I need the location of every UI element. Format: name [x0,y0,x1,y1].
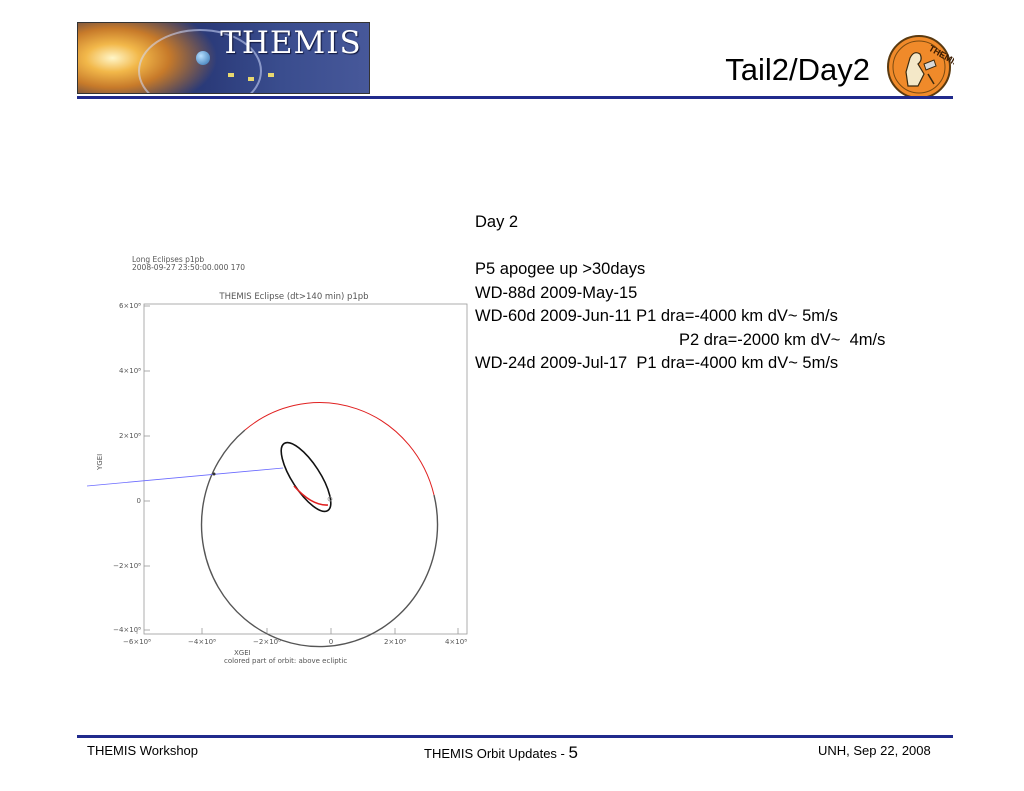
themis-mission-logo: THEMIS [887,35,954,99]
footer-center-text: THEMIS Orbit Updates - [424,746,569,761]
body-line: P2 dra=-2000 km dV~ 4m/s [679,330,886,349]
orbit-marker [327,496,333,502]
y-tick-label: −4×10⁸ [113,626,141,634]
outer-orbit-grey [200,429,439,648]
x-tick-label: 0 [329,638,333,646]
inner-orbit-red [293,485,329,506]
body-line: WD-24d 2009-Jul-17 P1 dra=-4000 km dV~ 5… [475,354,839,372]
page-number: 5 [568,743,578,762]
inner-orbit [280,441,332,513]
y-tick-label: 6×10⁸ [119,302,141,310]
body-line: Day 2 [475,213,519,231]
outer-orbit-red [244,402,435,496]
spacecraft-icon [268,73,274,77]
y-tick-label: 2×10⁸ [119,432,141,440]
footer-rule [77,735,953,738]
figure-title: THEMIS Eclipse (dt>140 min) p1pb [218,292,368,302]
spacecraft-icon [228,73,234,77]
banner-title: THEMIS [220,25,362,61]
x-tick-label: 4×10⁸ [445,638,467,646]
x-tick-label: −2×10⁸ [253,638,281,646]
footer-left: THEMIS Workshop [87,743,199,758]
body-line: P5 apogee up >30days [475,260,646,278]
x-axis-label: colored part of orbit: above ecliptic [224,657,347,665]
x-axis [136,628,459,634]
x-axis-label: XGEI [234,649,251,657]
x-tick-label: −4×10⁸ [188,638,216,646]
body-text: Day 2 P5 apogee up >30days WD-88d 2009-M… [475,211,885,376]
body-line: WD-60d 2009-Jun-11 P1 dra=-4000 km dV~ 5… [475,307,838,325]
x-tick-label: 2×10⁸ [384,638,406,646]
plot-frame [143,303,468,635]
figure-header-line1: Long Eclipses p1pb [132,255,204,264]
footer-right: UNH, Sep 22, 2008 [818,743,931,758]
orbit-marker [212,472,216,476]
y-axis [144,305,150,631]
themis-banner: THEMIS [77,22,370,94]
y-tick-label: 0 [137,497,141,505]
body-line [475,235,885,259]
x-tick-label: −6×10⁸ [123,638,151,646]
body-line: WD-88d 2009-May-15 [475,283,638,302]
y-axis-label: YGEI [96,454,104,471]
earth-icon [196,51,210,65]
sun-line [86,467,284,487]
spacecraft-icon [248,77,254,81]
slide-title: Tail2/Day2 [725,52,870,87]
y-tick-label: −2×10⁸ [113,562,141,570]
y-tick-label: 4×10⁸ [119,367,141,375]
footer-center: THEMIS Orbit Updates - 5 [424,743,578,763]
eclipse-orbit-plot: Long Eclipses p1pb 2008-09-27 23:50:00.0… [86,255,468,665]
figure-header-line2: 2008-09-27 23:50:00.000 170 [132,263,245,272]
header-rule [77,96,953,99]
